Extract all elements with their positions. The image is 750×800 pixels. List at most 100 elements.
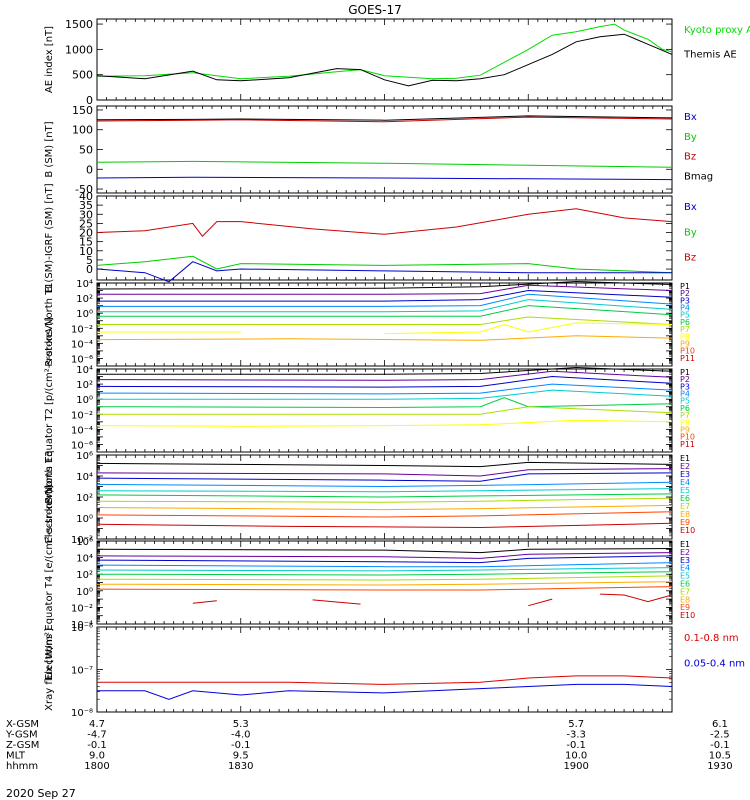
series-e7 bbox=[96, 575, 673, 581]
y-tick-label: 10⁻² bbox=[71, 603, 93, 614]
y-axis-label: Electrons North T3 bbox=[44, 450, 55, 543]
series-e4 bbox=[96, 481, 673, 488]
legend-entry: P10 bbox=[680, 433, 695, 442]
series-e8 bbox=[96, 581, 673, 586]
legend-entry: P2 bbox=[680, 289, 690, 298]
y-tick-label: 10⁻⁴ bbox=[71, 339, 93, 350]
legend-entry: Bz bbox=[684, 253, 696, 264]
legend-entry: P5 bbox=[680, 397, 690, 406]
series-bx bbox=[96, 176, 673, 181]
y-tick-label: 20 bbox=[79, 227, 93, 240]
footer-value: -4.7 bbox=[87, 730, 107, 741]
y-tick-label: 30 bbox=[79, 208, 93, 221]
legend-entry: P10 bbox=[680, 347, 695, 356]
legend-entry: Kyoto proxy AE bbox=[684, 25, 750, 36]
y-tick-label: 10⁻² bbox=[71, 410, 93, 421]
legend-entry: E10 bbox=[680, 611, 695, 620]
y-tick-label: 100 bbox=[72, 124, 93, 137]
series-e2 bbox=[96, 468, 673, 477]
legend-entry: Bmag bbox=[684, 171, 713, 182]
legend-entry: E6 bbox=[680, 580, 690, 589]
legend-entry: E1 bbox=[680, 454, 690, 463]
series-p5 bbox=[97, 389, 673, 400]
series-p8 bbox=[96, 419, 673, 427]
y-tick-label: 10² bbox=[76, 294, 93, 305]
legend-entry: By bbox=[684, 227, 697, 238]
legend-entry: P6 bbox=[680, 318, 690, 327]
y-tick-label: 50 bbox=[79, 144, 93, 157]
y-tick-label: 10⁻⁶ bbox=[71, 440, 93, 451]
legend-entry: P9 bbox=[680, 425, 690, 434]
series-e5 bbox=[96, 567, 673, 572]
y-tick-label: 10⁰ bbox=[76, 309, 93, 320]
series-by bbox=[96, 255, 673, 274]
y-tick-label: 10² bbox=[76, 570, 93, 581]
orbit-footer: X-GSMY-GSMZ-GSMMLThhmm4.7-4.7-0.19.01800… bbox=[5, 719, 733, 772]
footer-value: 5.7 bbox=[568, 719, 584, 730]
footer-value: -0.1 bbox=[566, 740, 586, 751]
legend-entry: E7 bbox=[680, 587, 690, 596]
y-tick-label: 10⁰ bbox=[76, 514, 93, 525]
y-tick-label: 1500 bbox=[65, 18, 93, 31]
legend-entry: P7 bbox=[680, 325, 690, 334]
legend-entry: P11 bbox=[680, 354, 695, 363]
legend-entry: E5 bbox=[680, 572, 690, 581]
series-e10 bbox=[192, 593, 673, 607]
legend-entry: Bx bbox=[684, 112, 697, 123]
footer-value: 1800 bbox=[84, 761, 109, 772]
y-axis-label: AE index [nT] bbox=[44, 26, 55, 93]
date-label: 2020 Sep 27 bbox=[6, 787, 76, 800]
y-tick-label: 0 bbox=[86, 263, 93, 276]
series-p9 bbox=[96, 335, 673, 341]
y-tick-label: 10⁰ bbox=[76, 395, 93, 406]
panel-7: 10⁶ 10⁴ 10² 10⁰ 10⁻² 10⁻⁴ Electrons Equator T4… bbox=[44, 485, 695, 680]
legend-entry: E2 bbox=[680, 462, 690, 471]
y-tick-label: 40 bbox=[79, 190, 93, 203]
series-bz bbox=[96, 116, 673, 123]
series-e6 bbox=[96, 493, 673, 498]
legend-entry: P11 bbox=[680, 440, 695, 449]
y-axis-label: B (SM)-IGRF (SM) [nT] bbox=[44, 183, 55, 292]
series-p7 bbox=[97, 316, 673, 325]
y-tick-label: 10⁻⁴ bbox=[71, 620, 93, 631]
series-e1 bbox=[96, 461, 673, 468]
legend-entry: E9 bbox=[680, 518, 690, 527]
y-tick-label: 10⁴ bbox=[76, 472, 93, 483]
legend-entry: Bx bbox=[684, 202, 697, 213]
y-tick-label: 500 bbox=[72, 69, 93, 82]
series-p6 bbox=[97, 305, 673, 317]
series-kyoto-proxy-ae bbox=[96, 23, 673, 80]
series-e8 bbox=[96, 504, 673, 511]
series-e10 bbox=[96, 522, 673, 529]
series-p3 bbox=[97, 289, 673, 302]
series-p1 bbox=[96, 280, 673, 290]
legend-entry: P9 bbox=[680, 339, 690, 348]
series-e7 bbox=[96, 497, 673, 503]
y-tick-label: 10⁻⁸ bbox=[71, 708, 93, 719]
panel-5: 10⁴ 10² 10⁰ 10⁻² 10⁻⁴ 10⁻⁶ Protons Equator T2 … bbox=[44, 317, 695, 504]
series-themis-ae bbox=[96, 33, 673, 87]
legend-entry: P3 bbox=[680, 296, 690, 305]
y-axis-label: Xray flux [W/m²] bbox=[44, 628, 55, 711]
legend-entry: P3 bbox=[680, 382, 690, 391]
footer-row-label: X-GSM bbox=[6, 719, 39, 730]
series-e6 bbox=[96, 571, 673, 576]
panel-8: 10⁻⁶ 10⁻⁷ 10⁻⁸ Xray flux [W/m²] 0.1-0.8 nm 0.… bbox=[44, 623, 745, 719]
series-p4 bbox=[96, 383, 673, 395]
y-tick-label: 10⁻⁶ bbox=[71, 354, 93, 365]
y-tick-label: 10⁶ bbox=[76, 537, 93, 548]
y-tick-label: 10⁴ bbox=[76, 279, 93, 290]
legend-entry: 0.05-0.4 nm bbox=[684, 659, 745, 670]
y-tick-label: -50 bbox=[75, 183, 93, 196]
series-p3 bbox=[96, 375, 673, 388]
y-tick-label: 0 bbox=[86, 163, 93, 176]
legend-entry: P6 bbox=[680, 404, 690, 413]
y-tick-label: 10 bbox=[79, 245, 93, 258]
y-tick-label: 10⁰ bbox=[76, 587, 93, 598]
legend-entry: P1 bbox=[680, 368, 690, 377]
series-p2 bbox=[96, 370, 673, 381]
panel-frame bbox=[96, 626, 673, 713]
